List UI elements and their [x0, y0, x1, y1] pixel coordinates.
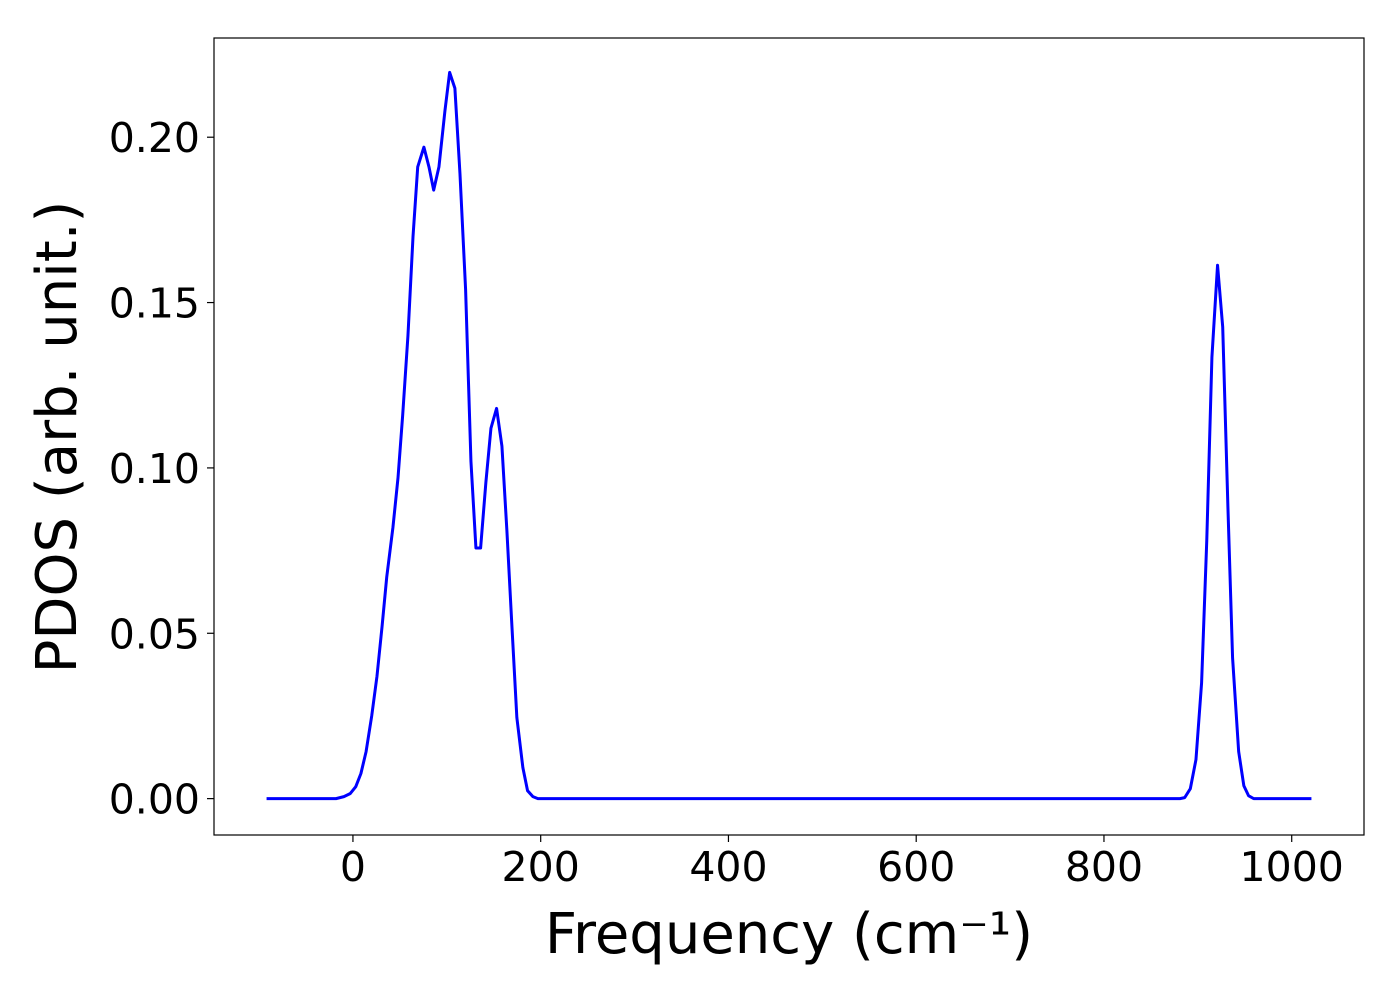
y-tick-label: 0.10 [109, 445, 200, 493]
x-tick-label: 600 [877, 843, 955, 891]
y-tick-label: 0.20 [109, 114, 200, 162]
x-tick-label: 400 [689, 843, 767, 891]
plot-frame [213, 37, 1365, 836]
x-tick-label: 800 [1065, 843, 1143, 891]
x-tick-label: 0 [340, 843, 366, 891]
y-axis-label: PDOS (arb. unit.) [25, 201, 90, 674]
x-tick-label: 200 [502, 843, 580, 891]
y-tick-label: 0.15 [109, 280, 200, 328]
y-tick-label: 0.05 [109, 610, 200, 658]
y-tick-label: 0.00 [109, 776, 200, 824]
x-tick-label: 1000 [1240, 843, 1344, 891]
x-axis-label: Frequency (cm⁻¹) [545, 902, 1033, 967]
data-line [266, 70, 1312, 801]
